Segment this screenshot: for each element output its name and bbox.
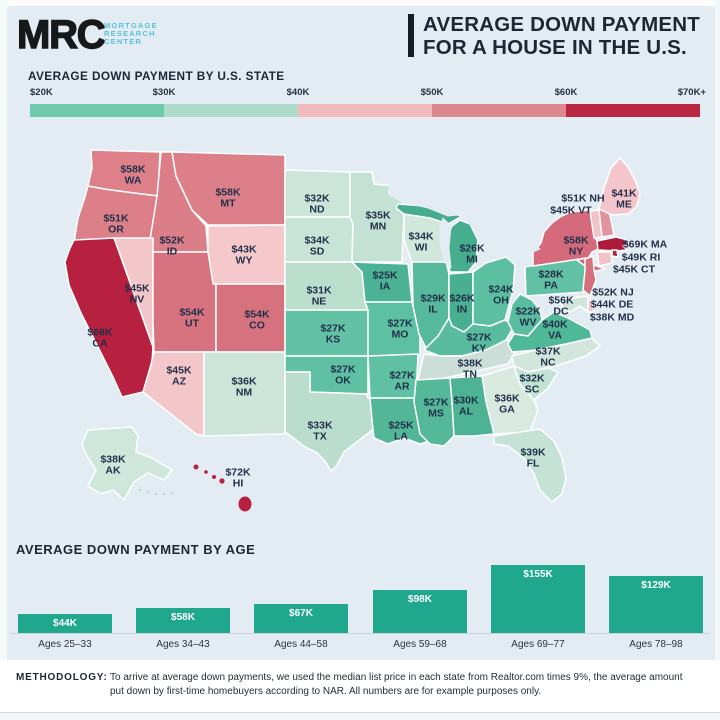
svg-text:$26K: $26K — [449, 293, 475, 305]
svg-text:$38K: $38K — [457, 358, 483, 370]
svg-text:$44K DE: $44K DE — [591, 299, 634, 311]
svg-text:MN: MN — [370, 221, 386, 233]
svg-text:$27K: $27K — [387, 318, 413, 330]
svg-text:IN: IN — [457, 304, 468, 316]
svg-text:$27K: $27K — [466, 332, 492, 344]
svg-text:$31K: $31K — [306, 285, 332, 297]
svg-text:SC: SC — [525, 384, 540, 396]
svg-text:MI: MI — [466, 254, 478, 266]
svg-text:$54K: $54K — [244, 309, 270, 321]
svg-text:TX: TX — [313, 431, 326, 443]
svg-text:$36K: $36K — [494, 393, 520, 405]
svg-text:ID: ID — [167, 246, 178, 258]
svg-text:IL: IL — [428, 304, 438, 316]
svg-text:$72K: $72K — [225, 467, 251, 479]
svg-text:NE: NE — [312, 296, 327, 308]
svg-text:$27K: $27K — [423, 397, 449, 409]
svg-text:KS: KS — [326, 334, 341, 346]
svg-text:$33K: $33K — [307, 420, 333, 432]
svg-text:OK: OK — [335, 375, 351, 387]
svg-text:$58K: $58K — [563, 235, 589, 247]
svg-text:$32K: $32K — [519, 373, 545, 385]
svg-text:MT: MT — [220, 198, 236, 210]
svg-text:$54K: $54K — [179, 307, 205, 319]
svg-text:$34K: $34K — [304, 235, 330, 247]
svg-text:AZ: AZ — [172, 376, 187, 388]
svg-text:$43K: $43K — [231, 244, 257, 256]
svg-text:UT: UT — [185, 318, 200, 330]
svg-text:DC: DC — [553, 306, 569, 318]
svg-text:IA: IA — [380, 281, 391, 293]
svg-text:$58K: $58K — [215, 187, 241, 199]
svg-text:$22K: $22K — [515, 306, 541, 318]
svg-text:MS: MS — [428, 408, 444, 420]
svg-text:$27K: $27K — [330, 364, 356, 376]
svg-text:$40K: $40K — [542, 319, 568, 331]
svg-text:$52K NJ: $52K NJ — [592, 287, 634, 299]
svg-text:WI: WI — [415, 242, 428, 254]
svg-text:FL: FL — [527, 458, 540, 470]
svg-text:LA: LA — [394, 431, 408, 443]
svg-text:WV: WV — [520, 317, 537, 329]
svg-text:$28K: $28K — [538, 269, 564, 281]
svg-text:NY: NY — [569, 246, 584, 258]
svg-text:$52K: $52K — [159, 235, 185, 247]
svg-text:VA: VA — [548, 330, 562, 342]
svg-text:MO: MO — [392, 329, 409, 341]
svg-text:$49K RI: $49K RI — [622, 252, 661, 264]
svg-text:PA: PA — [544, 280, 558, 292]
svg-text:KY: KY — [472, 343, 487, 355]
svg-text:CO: CO — [249, 320, 265, 332]
svg-text:$45K: $45K — [124, 283, 150, 295]
svg-text:NC: NC — [540, 357, 556, 369]
svg-text:TN: TN — [463, 369, 477, 381]
svg-text:OH: OH — [493, 295, 509, 307]
svg-text:$34K: $34K — [408, 231, 434, 243]
svg-text:NV: NV — [130, 294, 145, 306]
svg-text:$25K: $25K — [388, 420, 414, 432]
svg-text:SD: SD — [310, 246, 325, 258]
svg-text:$41K: $41K — [611, 188, 637, 200]
svg-text:$58K: $58K — [120, 164, 146, 176]
svg-text:NM: NM — [236, 387, 253, 399]
svg-text:$27K: $27K — [389, 370, 415, 382]
svg-text:$24K: $24K — [488, 284, 514, 296]
svg-text:$27K: $27K — [320, 323, 346, 335]
svg-text:$51K: $51K — [103, 213, 129, 225]
svg-text:$29K: $29K — [420, 293, 446, 305]
svg-text:ND: ND — [309, 204, 325, 216]
svg-text:$39K: $39K — [520, 447, 546, 459]
svg-text:$35K: $35K — [365, 210, 391, 222]
svg-text:WA: WA — [125, 175, 142, 187]
svg-text:OR: OR — [108, 224, 124, 236]
svg-text:$32K: $32K — [304, 193, 330, 205]
svg-text:GA: GA — [499, 404, 515, 416]
svg-text:$51K NH: $51K NH — [561, 193, 604, 205]
svg-text:$68K: $68K — [87, 327, 113, 339]
svg-text:$69K MA: $69K MA — [623, 239, 668, 251]
svg-text:$30K: $30K — [453, 395, 479, 407]
svg-text:$26K: $26K — [459, 243, 485, 255]
svg-text:AK: AK — [105, 465, 121, 477]
svg-text:HI: HI — [233, 478, 244, 490]
svg-text:$25K: $25K — [372, 270, 398, 282]
svg-text:$56K: $56K — [548, 295, 574, 307]
svg-text:AR: AR — [394, 381, 410, 393]
svg-text:$37K: $37K — [535, 346, 561, 358]
svg-text:CA: CA — [92, 338, 108, 350]
svg-text:ME: ME — [616, 199, 632, 211]
svg-text:$45K VT: $45K VT — [550, 205, 592, 217]
svg-text:$45K: $45K — [166, 365, 192, 377]
svg-text:$38K MD: $38K MD — [590, 312, 635, 324]
svg-text:AL: AL — [459, 406, 474, 418]
svg-text:$45K CT: $45K CT — [613, 264, 656, 276]
svg-text:$36K: $36K — [231, 376, 257, 388]
svg-text:$38K: $38K — [100, 454, 126, 466]
svg-text:WY: WY — [236, 255, 253, 267]
